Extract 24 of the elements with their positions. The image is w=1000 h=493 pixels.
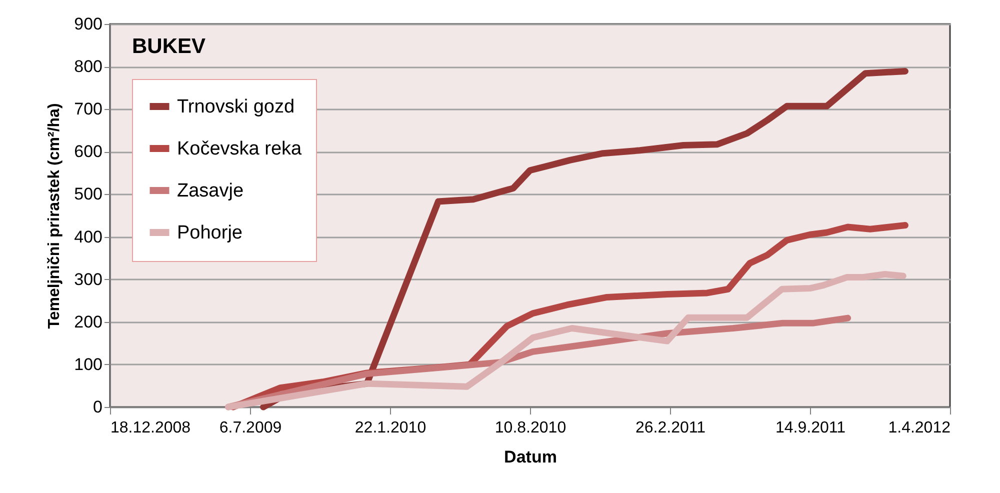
y-tick-label: 500 <box>74 184 102 204</box>
x-tick-label: 18.12.2008 <box>110 420 191 436</box>
y-tick-label: 0 <box>93 398 102 416</box>
y-axis-title: Temeljnični prirastek (cm²/ha) <box>46 103 64 329</box>
legend-label: Pohorje <box>177 222 242 244</box>
y-tick-label: 400 <box>74 227 102 246</box>
x-tick-label: 22.1.2010 <box>354 420 426 436</box>
x-axis-title: Datum <box>504 448 557 466</box>
legend-label: Trnovski gozd <box>177 96 295 118</box>
y-tick-label: 200 <box>74 312 102 332</box>
x-tick-label: 14.9.2011 <box>776 420 846 436</box>
x-tick-label: 26.2.2011 <box>636 420 706 436</box>
y-tick-label: 900 <box>74 14 102 34</box>
y-tick-label: 700 <box>74 100 102 119</box>
y-tick-label: 300 <box>74 270 102 289</box>
legend-label: Zasavje <box>177 180 244 202</box>
y-tick-label: 600 <box>74 142 102 162</box>
text: BUKEV <box>132 35 206 58</box>
y-tick-label: 100 <box>74 354 102 374</box>
x-tick-label: 10.8.2010 <box>494 420 566 436</box>
x-tick-label: 6.7.2009 <box>219 420 282 436</box>
legend-label: Kočevska reka <box>177 138 302 160</box>
y-tick-label: 800 <box>74 57 102 76</box>
x-tick-label: 1.4.2012 <box>888 420 951 436</box>
